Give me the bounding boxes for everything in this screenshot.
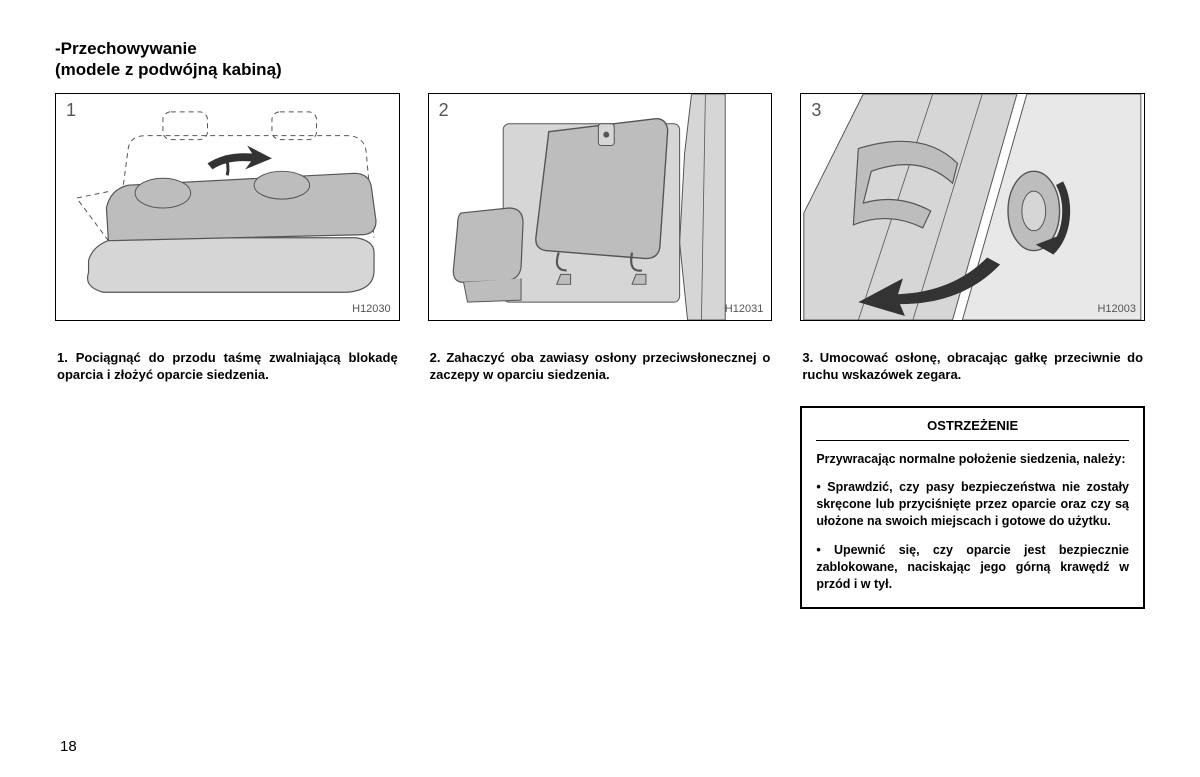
page-number: 18 xyxy=(60,738,77,755)
figure-2-code: H12031 xyxy=(725,303,764,315)
figure-3-number: 3 xyxy=(811,100,821,121)
figure-3-code: H12003 xyxy=(1097,303,1136,315)
figure-3: 3 H12003 xyxy=(800,93,1145,321)
columns-container: 1 H12030 1. Pociągnąć do przodu taśmę zw… xyxy=(55,93,1145,609)
figure-2: 2 H12031 xyxy=(428,93,773,321)
figure-2-number: 2 xyxy=(439,100,449,121)
figure-2-caption: 2. Zahaczyć oba zawiasy osłony przeciwsł… xyxy=(428,349,773,384)
figure-2-illustration xyxy=(429,94,772,320)
figure-3-illustration xyxy=(801,94,1144,320)
column-2: 2 H12031 2. Zahaczyć oba zawiasy osłony … xyxy=(428,93,773,609)
heading-line2: (modele z podwójną kabiną) xyxy=(55,60,282,79)
column-3: 3 H12003 3. Umocować osłonę, obracając g… xyxy=(800,93,1145,609)
warning-bullet-1: • Sprawdzić, czy pasy bezpieczeństwa nie… xyxy=(816,479,1129,530)
figure-1-illustration xyxy=(56,94,399,320)
figure-1-number: 1 xyxy=(66,100,76,121)
column-1: 1 H12030 1. Pociągnąć do przodu taśmę zw… xyxy=(55,93,400,609)
heading-line1: -Przechowywanie xyxy=(55,39,197,58)
figure-1: 1 H12030 xyxy=(55,93,400,321)
figure-1-caption: 1. Pociągnąć do przodu taśmę zwalniającą… xyxy=(55,349,400,384)
warning-bullet-2: • Upewnić się, czy oparcie jest bezpiecz… xyxy=(816,542,1129,593)
section-heading: -Przechowywanie (modele z podwójną kabin… xyxy=(55,38,1145,81)
figure-1-code: H12030 xyxy=(352,303,391,315)
figure-3-caption: 3. Umocować osłonę, obracając gałkę prze… xyxy=(800,349,1145,384)
warning-intro: Przywracając normalne położenie siedzeni… xyxy=(816,451,1129,468)
warning-box: OSTRZEŻENIE Przywracając normalne położe… xyxy=(800,406,1145,609)
warning-title: OSTRZEŻENIE xyxy=(816,418,1129,441)
